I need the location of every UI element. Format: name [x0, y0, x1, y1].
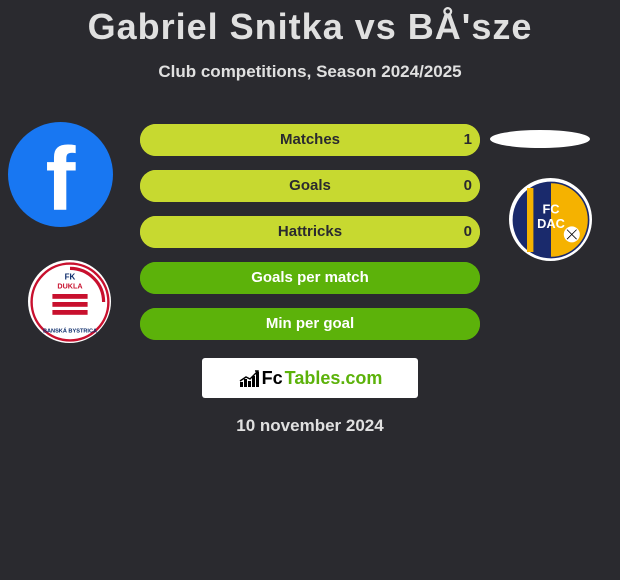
brand-prefix: Fc [262, 368, 283, 389]
ellipse-placeholder [490, 130, 590, 148]
bar-value-right: 0 [432, 170, 472, 202]
bar-label: Hattricks [140, 216, 480, 248]
club-badge-dac: FC DAC [509, 178, 592, 261]
stat-row-min-per-goal: Min per goal [140, 308, 480, 340]
bar-label: Goals per match [140, 262, 480, 294]
svg-text:FK: FK [64, 272, 75, 281]
stat-row-goals: Goals0 [140, 170, 480, 202]
stat-row-hattricks: Hattricks0 [140, 216, 480, 248]
club-badge-dukla: FK DUKLA BANSKÁ BYSTRICA [28, 260, 111, 343]
svg-text:DAC: DAC [537, 216, 565, 231]
svg-text:FC: FC [542, 201, 559, 216]
bar-label: Matches [140, 124, 480, 156]
svg-text:BANSKÁ BYSTRICA: BANSKÁ BYSTRICA [42, 327, 96, 334]
subtitle: Club competitions, Season 2024/2025 [0, 62, 620, 82]
chart-icon [238, 367, 260, 389]
page-title: Gabriel Snitka vs BÅ'sze [0, 0, 620, 48]
svg-text:DUKLA: DUKLA [57, 281, 82, 290]
facebook-icon[interactable]: f [8, 122, 113, 227]
facebook-f-glyph: f [46, 129, 76, 227]
date-text: 10 november 2024 [0, 416, 620, 436]
bar-label: Goals [140, 170, 480, 202]
brand-badge[interactable]: FcTables.com [202, 358, 418, 398]
brand-suffix: Tables.com [285, 368, 383, 389]
stat-row-matches: Matches1 [140, 124, 480, 156]
bar-value-right: 0 [432, 216, 472, 248]
bar-label: Min per goal [140, 308, 480, 340]
bar-value-right: 1 [432, 124, 472, 156]
stat-row-goals-per-match: Goals per match [140, 262, 480, 294]
